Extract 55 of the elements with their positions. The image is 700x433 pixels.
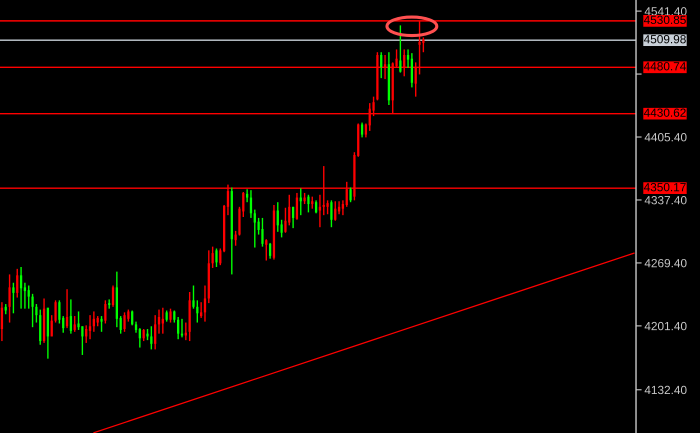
candlestick	[211, 246, 214, 269]
candlestick	[234, 230, 237, 246]
candlestick	[166, 310, 168, 322]
candlestick	[246, 188, 248, 203]
candlestick	[284, 207, 287, 234]
candlestick	[326, 200, 329, 215]
ref-line-label: 4530.85	[644, 16, 686, 24]
candlestick	[200, 301, 202, 319]
candlestick	[150, 326, 152, 350]
candlestick	[334, 200, 336, 222]
candlestick	[138, 327, 141, 348]
candlestick	[380, 52, 382, 79]
candlestick	[74, 315, 76, 333]
candlestick	[184, 322, 187, 341]
candlestick	[300, 188, 302, 216]
candlestick	[268, 242, 272, 260]
candlestick	[92, 310, 96, 333]
candlestick	[16, 268, 18, 298]
candlestick	[276, 202, 279, 233]
candlestick	[173, 310, 176, 324]
candlestick	[50, 314, 53, 338]
candlestick	[81, 326, 84, 356]
y-tick-label: 4132.40	[644, 386, 687, 394]
candlestick	[28, 284, 30, 310]
candlestick	[162, 307, 164, 334]
y-tick-label: 4201.40	[644, 322, 687, 330]
y-tick-label: 4337.40	[644, 196, 687, 204]
candlestick	[104, 300, 107, 324]
candlestick	[96, 315, 99, 327]
y-tick-label: 4405.40	[644, 133, 687, 142]
ref-line-label: 4480.74	[644, 62, 686, 70]
candlestick	[146, 328, 149, 341]
candlestick	[311, 196, 314, 210]
candlestick	[292, 206, 294, 229]
candlestick	[4, 303, 7, 315]
candlestick	[85, 324, 88, 344]
ref-line-label: 4509.98	[644, 35, 686, 44]
candlestick	[58, 300, 61, 324]
ref-line-label: 4430.62	[644, 108, 686, 117]
candlestick	[131, 310, 134, 326]
candlestick	[180, 318, 184, 338]
candlestick	[196, 300, 198, 324]
candlestick	[265, 238, 268, 262]
candlestick	[349, 186, 352, 203]
ref-line-label: 4350.17	[644, 182, 686, 192]
y-tick-label: 4269.40	[644, 258, 687, 268]
candlestick	[70, 298, 72, 334]
candlestick	[303, 192, 306, 205]
candlestick	[177, 316, 180, 340]
candlestick	[399, 24, 402, 74]
candlestick	[142, 328, 145, 342]
candlestick	[254, 208, 256, 248]
candlestick	[422, 36, 425, 53]
candlestick	[108, 298, 110, 310]
candlestick	[154, 314, 156, 350]
